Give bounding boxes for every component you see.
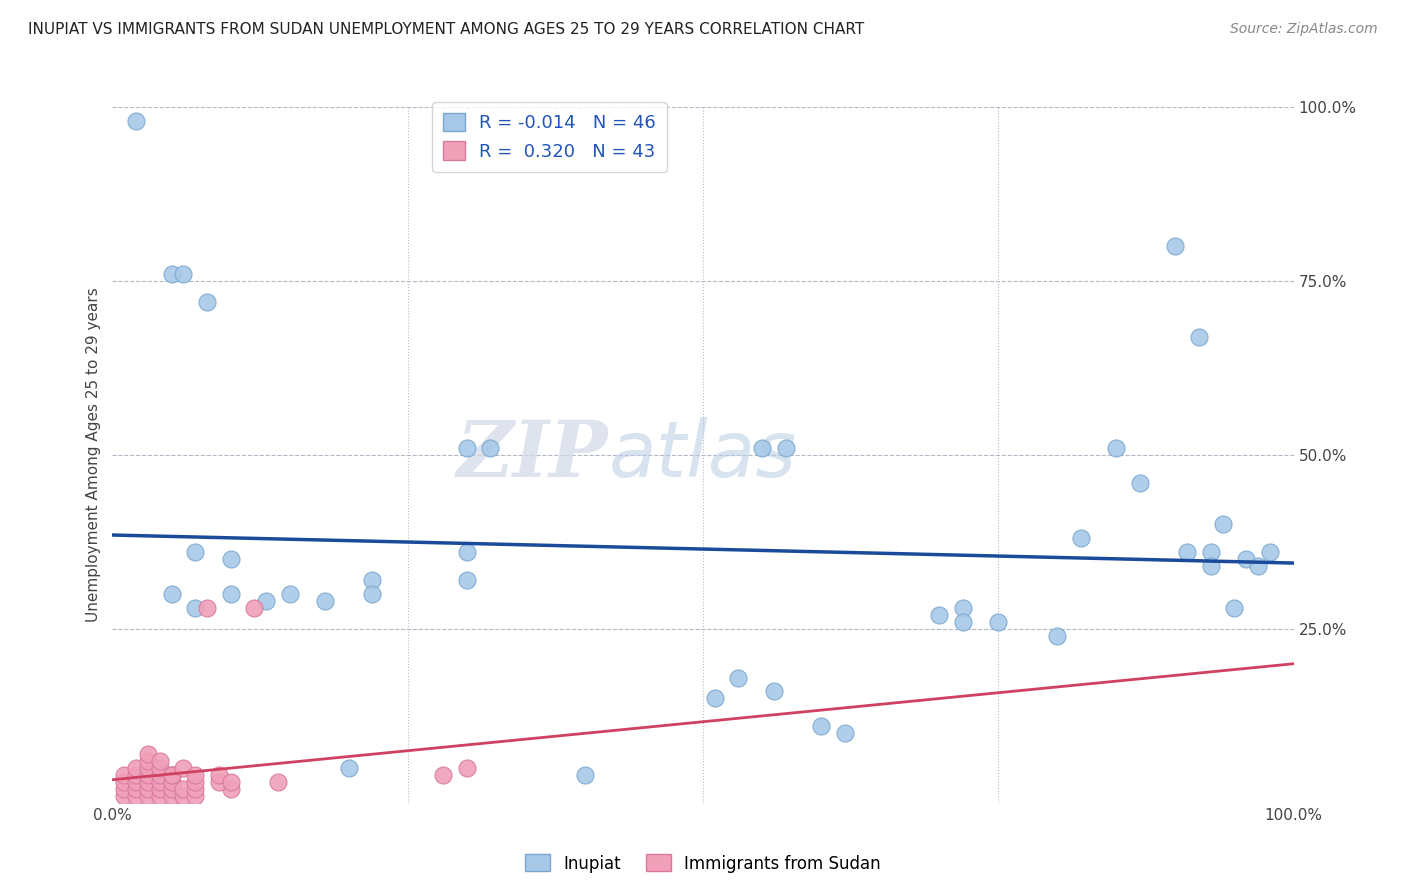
Point: [112, 768, 135, 782]
Point: [337, 761, 360, 775]
Point: [1046, 629, 1069, 643]
Point: [125, 789, 148, 803]
Point: [952, 601, 974, 615]
Point: [243, 601, 266, 615]
Point: [112, 789, 135, 803]
Point: [136, 754, 159, 768]
Point: [136, 781, 159, 796]
Point: [254, 594, 277, 608]
Point: [1234, 552, 1257, 566]
Point: [1129, 475, 1152, 490]
Point: [136, 789, 159, 803]
Point: [149, 754, 172, 768]
Point: [834, 726, 856, 740]
Text: Source: ZipAtlas.com: Source: ZipAtlas.com: [1230, 22, 1378, 37]
Point: [184, 545, 207, 559]
Point: [136, 761, 159, 775]
Point: [172, 789, 194, 803]
Point: [172, 761, 194, 775]
Point: [160, 768, 183, 782]
Text: atlas: atlas: [609, 417, 796, 493]
Point: [1212, 517, 1234, 532]
Point: [184, 789, 207, 803]
Point: [1164, 239, 1187, 253]
Point: [987, 615, 1010, 629]
Point: [314, 594, 336, 608]
Point: [125, 114, 148, 128]
Point: [810, 719, 832, 733]
Point: [136, 775, 159, 789]
Point: [184, 775, 207, 789]
Point: [172, 781, 194, 796]
Point: [195, 601, 218, 615]
Point: [1199, 545, 1222, 559]
Point: [112, 775, 135, 789]
Point: [1188, 329, 1211, 343]
Point: [703, 691, 725, 706]
Point: [456, 761, 478, 775]
Point: [195, 294, 218, 309]
Point: [1199, 559, 1222, 574]
Point: [160, 768, 183, 782]
Point: [149, 768, 172, 782]
Point: [160, 781, 183, 796]
Point: [1070, 532, 1092, 546]
Point: [208, 775, 231, 789]
Point: [172, 267, 194, 281]
Point: [184, 768, 207, 782]
Point: [1247, 559, 1270, 574]
Point: [432, 768, 454, 782]
Point: [136, 768, 159, 782]
Point: [125, 781, 148, 796]
Text: INUPIAT VS IMMIGRANTS FROM SUDAN UNEMPLOYMENT AMONG AGES 25 TO 29 YEARS CORRELAT: INUPIAT VS IMMIGRANTS FROM SUDAN UNEMPLO…: [28, 22, 865, 37]
Point: [219, 781, 242, 796]
Point: [125, 768, 148, 782]
Point: [149, 789, 172, 803]
Point: [125, 761, 148, 775]
Point: [160, 775, 183, 789]
Point: [208, 768, 231, 782]
Point: [1223, 601, 1246, 615]
Point: [219, 587, 242, 601]
Legend: R = -0.014   N = 46, R =  0.320   N = 43: R = -0.014 N = 46, R = 0.320 N = 43: [432, 103, 666, 171]
Point: [456, 573, 478, 587]
Point: [125, 775, 148, 789]
Point: [184, 601, 207, 615]
Point: [361, 587, 384, 601]
Point: [160, 587, 183, 601]
Point: [456, 441, 478, 455]
Point: [751, 441, 773, 455]
Point: [456, 545, 478, 559]
Point: [160, 267, 183, 281]
Point: [149, 775, 172, 789]
Point: [112, 781, 135, 796]
Point: [727, 671, 749, 685]
Point: [278, 587, 301, 601]
Point: [136, 747, 159, 761]
Point: [479, 441, 502, 455]
Point: [952, 615, 974, 629]
Y-axis label: Unemployment Among Ages 25 to 29 years: Unemployment Among Ages 25 to 29 years: [86, 287, 101, 623]
Legend: Inupiat, Immigrants from Sudan: Inupiat, Immigrants from Sudan: [519, 847, 887, 880]
Point: [1105, 441, 1128, 455]
Point: [184, 781, 207, 796]
Point: [160, 789, 183, 803]
Point: [574, 768, 596, 782]
Point: [219, 552, 242, 566]
Point: [928, 607, 950, 622]
Point: [149, 781, 172, 796]
Point: [361, 573, 384, 587]
Point: [149, 761, 172, 775]
Point: [219, 775, 242, 789]
Point: [1175, 545, 1198, 559]
Point: [267, 775, 290, 789]
Text: ZIP: ZIP: [457, 417, 609, 493]
Point: [762, 684, 785, 698]
Point: [775, 441, 797, 455]
Point: [1258, 545, 1281, 559]
Point: [160, 768, 183, 782]
